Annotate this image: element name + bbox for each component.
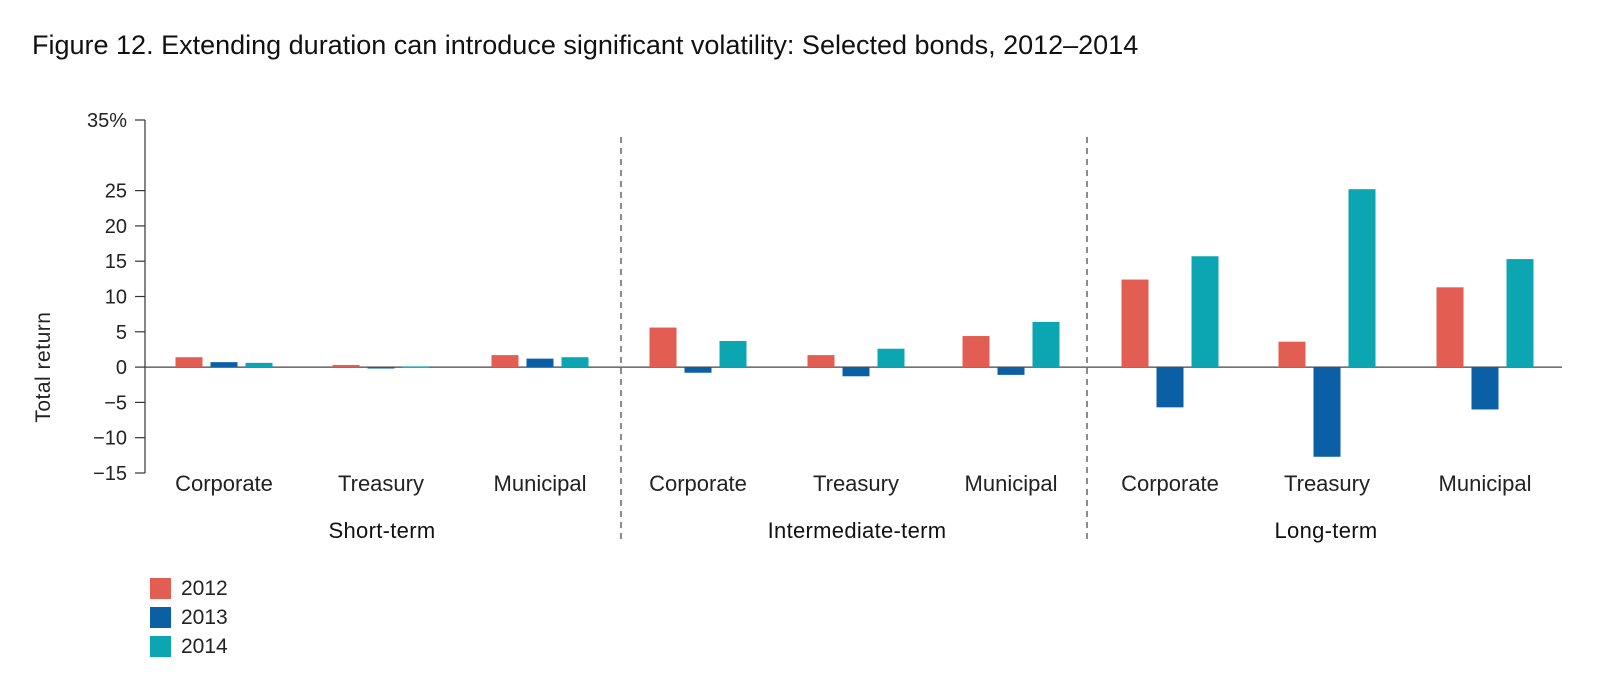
y-tick-label: 25 xyxy=(105,181,127,203)
bar-2013-treasury-7 xyxy=(1313,367,1341,457)
bar-2014-municipal-5 xyxy=(1032,321,1060,368)
category-label: Corporate xyxy=(175,471,273,496)
legend-item: 2012 xyxy=(150,574,228,603)
y-tick-label: 5 xyxy=(116,322,127,344)
bar-2012-corporate-6 xyxy=(1121,279,1149,368)
bar-2014-municipal-2 xyxy=(561,357,589,368)
legend-item: 2013 xyxy=(150,603,228,632)
y-tick-label: 10 xyxy=(105,287,127,309)
category-label: Municipal xyxy=(494,471,587,496)
bar-2012-corporate-0 xyxy=(175,357,203,368)
bars xyxy=(175,189,1534,457)
bar-2012-treasury-4 xyxy=(807,355,835,368)
bar-2014-treasury-1 xyxy=(402,366,430,368)
bar-2012-municipal-2 xyxy=(491,355,519,368)
legend-swatch xyxy=(150,578,171,599)
bar-2014-corporate-0 xyxy=(245,362,273,368)
y-tick-label: −10 xyxy=(93,428,127,450)
legend: 2012 2013 2014 xyxy=(150,574,228,661)
chart-title: Figure 12. Extending duration can introd… xyxy=(32,30,1139,60)
group-label: Short-term xyxy=(329,518,436,543)
category-label: Treasury xyxy=(338,471,424,496)
y-tick-label: 15 xyxy=(105,251,127,273)
y-tick-label: 35% xyxy=(87,110,127,132)
bar-2013-corporate-6 xyxy=(1156,367,1184,408)
y-tick-label: 20 xyxy=(105,216,127,238)
legend-label: 2014 xyxy=(181,634,228,658)
bar-2012-treasury-1 xyxy=(332,364,360,368)
bar-2014-corporate-6 xyxy=(1191,256,1219,368)
bar-2012-municipal-5 xyxy=(962,336,990,368)
category-label: Treasury xyxy=(1284,471,1370,496)
bar-2013-treasury-1 xyxy=(367,367,395,369)
bar-2012-corporate-3 xyxy=(649,327,677,368)
bar-2014-treasury-4 xyxy=(877,348,905,368)
category-labels: Corporate Treasury Municipal Corporate Treas… xyxy=(175,471,1531,543)
legend-swatch xyxy=(150,636,171,657)
bar-2013-municipal-2 xyxy=(526,358,554,368)
legend-swatch xyxy=(150,607,171,628)
y-axis-label: Total return xyxy=(32,312,55,423)
bar-2013-municipal-8 xyxy=(1471,367,1499,410)
category-label: Corporate xyxy=(1121,471,1219,496)
y-tick-label: 0 xyxy=(116,357,127,379)
bar-2014-corporate-3 xyxy=(719,340,747,368)
legend-item: 2014 xyxy=(150,632,228,661)
bar-2013-corporate-0 xyxy=(210,362,238,368)
bar-2014-treasury-7 xyxy=(1348,189,1376,368)
group-label: Long-term xyxy=(1275,518,1378,543)
bar-2013-corporate-3 xyxy=(684,367,712,373)
legend-label: 2012 xyxy=(181,576,228,600)
y-tick-label: −15 xyxy=(93,463,127,485)
bar-2012-treasury-7 xyxy=(1278,341,1306,368)
bar-2014-municipal-8 xyxy=(1506,259,1534,368)
category-label: Treasury xyxy=(813,471,899,496)
legend-label: 2013 xyxy=(181,605,228,629)
category-label: Municipal xyxy=(1439,471,1532,496)
category-label: Municipal xyxy=(965,471,1058,496)
y-tick-label: −5 xyxy=(104,392,127,414)
group-label: Intermediate-term xyxy=(768,518,947,543)
category-label: Corporate xyxy=(649,471,747,496)
bar-2013-treasury-4 xyxy=(842,367,870,377)
bar-2013-municipal-5 xyxy=(997,367,1025,375)
bar-2012-municipal-8 xyxy=(1436,287,1464,368)
